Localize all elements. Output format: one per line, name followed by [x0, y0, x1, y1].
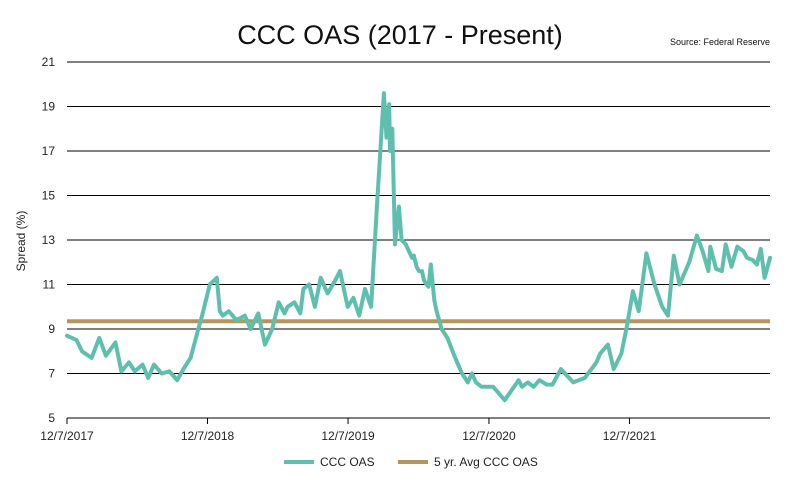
- x-tick-labels: 12/7/2017 12/7/2018 12/7/2019 12/7/2020 12/7…: [40, 429, 656, 443]
- y-tick-label: 19: [42, 100, 56, 114]
- y-tick-label: 15: [42, 189, 56, 203]
- y-tick-label: 17: [42, 144, 56, 158]
- y-tick-label: 7: [48, 367, 55, 381]
- y-tick-label: 5: [48, 411, 55, 425]
- source-note: Source: Federal Reserve: [670, 37, 770, 47]
- x-tick-label: 12/7/2021: [603, 429, 657, 443]
- series-layer: [65, 91, 772, 403]
- series-line-ccc-oas: [65, 91, 772, 403]
- gridlines: [67, 61, 770, 374]
- legend-label: CCC OAS: [320, 455, 375, 469]
- chart-title: CCC OAS (2017 - Present): [237, 20, 563, 50]
- y-tick-label: 13: [42, 233, 56, 247]
- x-tick-label: 12/7/2019: [321, 429, 375, 443]
- x-tick-label: 12/7/2020: [462, 429, 516, 443]
- y-tick-labels: 5 7 9 11 13 15 17 19 21: [42, 55, 56, 425]
- legend-label: 5 yr. Avg CCC OAS: [434, 455, 538, 469]
- y-tick-label: 21: [42, 55, 56, 69]
- y-tick-label: 9: [48, 322, 55, 336]
- x-axis: [66, 417, 770, 424]
- x-tick-label: 12/7/2017: [40, 429, 94, 443]
- y-axis-title: Spread (%): [14, 211, 28, 272]
- legend: CCC OAS 5 yr. Avg CCC OAS: [284, 455, 538, 469]
- x-tick-label: 12/7/2018: [181, 429, 235, 443]
- y-tick-label: 11: [43, 278, 56, 292]
